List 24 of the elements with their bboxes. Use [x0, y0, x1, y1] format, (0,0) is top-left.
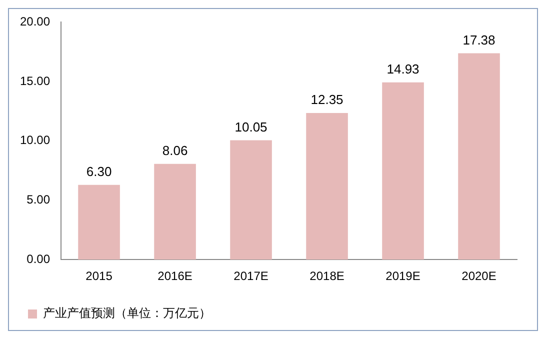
data-label: 10.05	[234, 119, 268, 134]
bar	[230, 140, 272, 260]
x-tick-label: 2020E	[462, 269, 496, 284]
bar	[382, 82, 424, 260]
bar	[154, 164, 196, 260]
x-tick-label: 2016E	[158, 269, 192, 284]
bar	[306, 113, 348, 260]
bar	[458, 53, 500, 260]
data-label: 12.35	[310, 92, 344, 108]
y-tick-label: 20.00	[20, 14, 50, 29]
x-tick-label: 2018E	[310, 269, 344, 284]
y-tick-label: 5.00	[26, 192, 50, 207]
data-label: 6.30	[86, 164, 112, 179]
data-label: 14.93	[386, 61, 420, 76]
y-tick-label: 10.00	[20, 133, 50, 148]
x-tick-label: 2019E	[386, 269, 420, 284]
legend-label: 产业产值预测（单位：万亿元）	[43, 306, 211, 320]
y-tick-label: 15.00	[20, 74, 50, 88]
y-tick-label: 0.00	[26, 252, 50, 266]
x-tick-label: 2015	[86, 269, 113, 284]
data-label: 8.06	[162, 143, 188, 158]
data-label: 17.38	[462, 32, 496, 48]
x-tick-label: 2017E	[234, 269, 268, 284]
bar	[78, 184, 120, 260]
